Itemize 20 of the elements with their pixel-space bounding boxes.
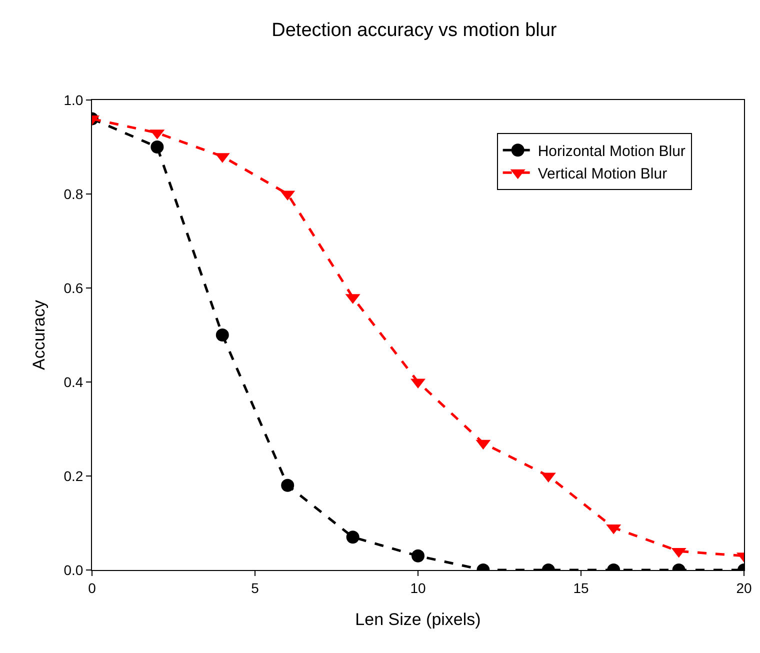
x-tick-label: 5 (251, 580, 260, 596)
y-tick-label: 0.4 (64, 374, 84, 390)
point (281, 478, 294, 492)
x-tick-label: 15 (573, 580, 589, 596)
legend-label: Vertical Motion Blur (538, 166, 668, 182)
y-tick-label: 0.6 (64, 280, 84, 296)
y-tick-label: 0.0 (64, 562, 84, 578)
x-tick-label: 0 (88, 580, 96, 596)
point (412, 549, 424, 562)
x-tick-label: 20 (736, 580, 752, 596)
legend-label: Horizontal Motion Blur (538, 143, 686, 160)
y-tick-label: 0.2 (64, 468, 84, 484)
y-tick-label: 1.0 (64, 92, 84, 108)
x-tick-label: 10 (410, 580, 426, 596)
chart-title: Detection accuracy vs motion blur (272, 20, 558, 42)
x-axis-title: Len Size (pixels) (355, 610, 481, 630)
y-axis-title: Accuracy (29, 300, 48, 370)
point (216, 328, 229, 342)
y-tick-label: 0.8 (64, 186, 84, 202)
point (346, 530, 360, 544)
